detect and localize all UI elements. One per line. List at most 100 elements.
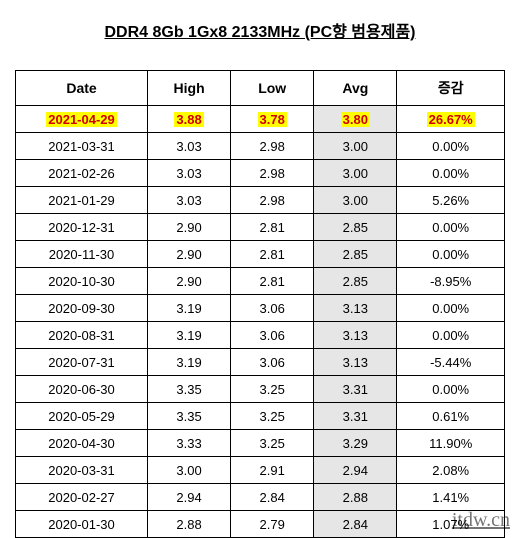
cell-high: 3.00 <box>148 457 231 484</box>
cell-high: 3.35 <box>148 376 231 403</box>
cell-date: 2020-07-31 <box>16 349 148 376</box>
cell-low: 2.84 <box>231 484 314 511</box>
cell-avg: 3.80 <box>314 106 397 133</box>
cell-date: 2020-02-27 <box>16 484 148 511</box>
table-row: 2021-04-293.883.783.8026.67% <box>16 106 505 133</box>
cell-low: 3.06 <box>231 295 314 322</box>
cell-low: 3.25 <box>231 430 314 457</box>
table-row: 2020-08-313.193.063.130.00% <box>16 322 505 349</box>
cell-date: 2020-08-31 <box>16 322 148 349</box>
cell-chg: 1.41% <box>397 484 505 511</box>
cell-chg: 0.00% <box>397 322 505 349</box>
cell-avg: 2.85 <box>314 268 397 295</box>
table-row: 2020-06-303.353.253.310.00% <box>16 376 505 403</box>
cell-low: 3.78 <box>231 106 314 133</box>
cell-low: 2.98 <box>231 160 314 187</box>
cell-date: 2020-03-31 <box>16 457 148 484</box>
table-row: 2020-04-303.333.253.2911.90% <box>16 430 505 457</box>
cell-high: 3.33 <box>148 430 231 457</box>
cell-avg: 3.31 <box>314 376 397 403</box>
cell-chg: 26.67% <box>397 106 505 133</box>
cell-chg: -8.95% <box>397 268 505 295</box>
cell-chg: 5.26% <box>397 187 505 214</box>
cell-date: 2020-10-30 <box>16 268 148 295</box>
cell-avg: 3.13 <box>314 295 397 322</box>
page-title: DDR4 8Gb 1Gx8 2133MHz (PC향 범용제품) <box>15 18 505 42</box>
table-row: 2020-03-313.002.912.942.08% <box>16 457 505 484</box>
cell-chg: 0.00% <box>397 133 505 160</box>
table-row: 2021-03-313.032.983.000.00% <box>16 133 505 160</box>
cell-chg: 0.00% <box>397 376 505 403</box>
cell-low: 2.98 <box>231 187 314 214</box>
cell-low: 3.06 <box>231 349 314 376</box>
cell-chg: -5.44% <box>397 349 505 376</box>
cell-avg: 2.85 <box>314 241 397 268</box>
cell-chg: 0.00% <box>397 241 505 268</box>
cell-avg: 2.84 <box>314 511 397 538</box>
cell-date: 2020-09-30 <box>16 295 148 322</box>
col-header-high: High <box>148 71 231 106</box>
cell-low: 2.91 <box>231 457 314 484</box>
table-row: 2020-10-302.902.812.85-8.95% <box>16 268 505 295</box>
cell-avg: 2.85 <box>314 214 397 241</box>
price-table: Date High Low Avg 증감 2021-04-293.883.783… <box>15 70 505 538</box>
cell-avg: 3.00 <box>314 160 397 187</box>
cell-date: 2020-04-30 <box>16 430 148 457</box>
cell-avg: 3.31 <box>314 403 397 430</box>
cell-date: 2021-03-31 <box>16 133 148 160</box>
cell-avg: 3.00 <box>314 187 397 214</box>
cell-date: 2020-11-30 <box>16 241 148 268</box>
cell-avg: 3.13 <box>314 322 397 349</box>
cell-avg: 3.13 <box>314 349 397 376</box>
cell-low: 2.81 <box>231 268 314 295</box>
col-header-avg: Avg <box>314 71 397 106</box>
table-row: 2020-11-302.902.812.850.00% <box>16 241 505 268</box>
cell-low: 2.81 <box>231 214 314 241</box>
table-row: 2020-02-272.942.842.881.41% <box>16 484 505 511</box>
cell-chg: 2.08% <box>397 457 505 484</box>
table-row: 2020-07-313.193.063.13-5.44% <box>16 349 505 376</box>
cell-chg: 0.61% <box>397 403 505 430</box>
cell-date: 2020-06-30 <box>16 376 148 403</box>
cell-avg: 2.94 <box>314 457 397 484</box>
cell-high: 2.90 <box>148 268 231 295</box>
cell-chg: 0.00% <box>397 160 505 187</box>
cell-low: 3.25 <box>231 403 314 430</box>
cell-chg: 0.00% <box>397 295 505 322</box>
cell-low: 3.06 <box>231 322 314 349</box>
table-row: 2020-05-293.353.253.310.61% <box>16 403 505 430</box>
table-row: 2020-09-303.193.063.130.00% <box>16 295 505 322</box>
cell-high: 3.88 <box>148 106 231 133</box>
cell-high: 3.35 <box>148 403 231 430</box>
cell-chg: 1.07% <box>397 511 505 538</box>
table-body: 2021-04-293.883.783.8026.67%2021-03-313.… <box>16 106 505 538</box>
table-row: 2021-01-293.032.983.005.26% <box>16 187 505 214</box>
cell-high: 2.88 <box>148 511 231 538</box>
cell-high: 3.19 <box>148 322 231 349</box>
cell-date: 2020-12-31 <box>16 214 148 241</box>
cell-avg: 3.29 <box>314 430 397 457</box>
cell-low: 3.25 <box>231 376 314 403</box>
cell-date: 2021-01-29 <box>16 187 148 214</box>
cell-high: 3.03 <box>148 160 231 187</box>
cell-date: 2020-05-29 <box>16 403 148 430</box>
table-header-row: Date High Low Avg 증감 <box>16 71 505 106</box>
table-row: 2021-02-263.032.983.000.00% <box>16 160 505 187</box>
col-header-change: 증감 <box>397 71 505 106</box>
cell-avg: 3.00 <box>314 133 397 160</box>
cell-date: 2021-02-26 <box>16 160 148 187</box>
table-row: 2020-12-312.902.812.850.00% <box>16 214 505 241</box>
cell-high: 2.94 <box>148 484 231 511</box>
col-header-low: Low <box>231 71 314 106</box>
col-header-date: Date <box>16 71 148 106</box>
cell-high: 3.03 <box>148 187 231 214</box>
cell-high: 3.03 <box>148 133 231 160</box>
cell-low: 2.81 <box>231 241 314 268</box>
cell-low: 2.79 <box>231 511 314 538</box>
cell-high: 3.19 <box>148 295 231 322</box>
table-row: 2020-01-302.882.792.841.07% <box>16 511 505 538</box>
cell-date: 2021-04-29 <box>16 106 148 133</box>
cell-avg: 2.88 <box>314 484 397 511</box>
cell-high: 2.90 <box>148 214 231 241</box>
cell-chg: 0.00% <box>397 214 505 241</box>
